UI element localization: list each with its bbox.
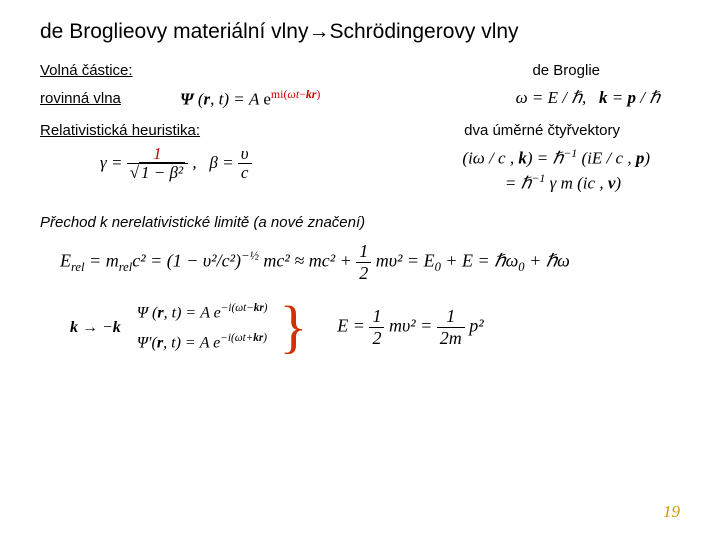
de-broglie-label: de Broglie — [532, 62, 600, 79]
erel-equation: Erel = mrelc² = (1 − υ²/c²)−½ mc² ≈ mc² … — [60, 241, 680, 284]
four-vector-eq: (iω / c , k) = ℏ−1 (iE / c , p) = ℏ−1 γ … — [462, 145, 650, 196]
curly-brace-icon: } — [279, 304, 307, 350]
energy-final-eq: E = 12 mυ² = 12m p² — [337, 306, 483, 349]
four-vector-label: dva úměrné čtyřvektory — [464, 122, 620, 139]
rel-heuristic-label: Relativistická heuristika: — [40, 122, 200, 139]
psi-transform-block: k → −k Ψ (r, t) = A e−i(ωt−kr) Ψ′(r, t) … — [70, 298, 267, 358]
plane-wave-label: rovinná vlna — [40, 90, 180, 107]
psi-plane-eq: Ψ (r, t) = A emi(ωt−kr) — [180, 87, 320, 110]
page-number: 19 — [663, 502, 680, 522]
omega-k-eq: ω = E / ℏ, k = p / ℏ — [516, 88, 660, 108]
limit-heading: Přechod k nerelativistické limitě (a nov… — [40, 214, 680, 231]
gamma-beta-eq: γ = 1 √1 − β² , β = υ c — [100, 145, 252, 183]
free-particle-label: Volná částice: — [40, 62, 133, 79]
slide-title: de Broglieovy materiální vlny→Schrödinge… — [40, 20, 680, 44]
